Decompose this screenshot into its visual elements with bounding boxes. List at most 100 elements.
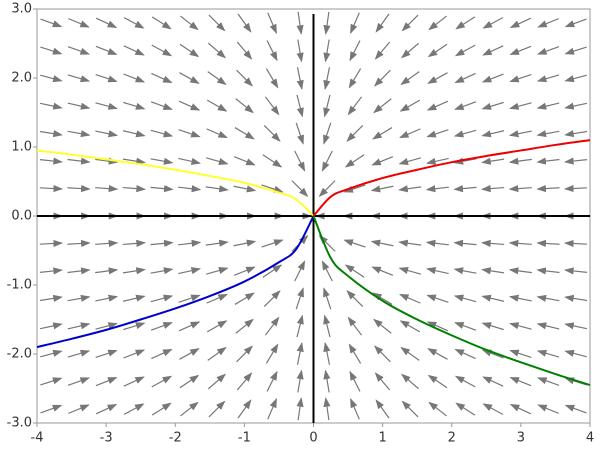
field-arrow	[371, 156, 394, 166]
field-arrow	[453, 129, 477, 138]
field-arrow	[343, 239, 366, 248]
field-arrow	[151, 375, 173, 388]
field-arrow	[454, 348, 476, 360]
field-arrow	[482, 17, 504, 29]
field-arrow	[295, 287, 304, 310]
field-arrow	[508, 157, 532, 165]
field-arrow	[206, 99, 228, 112]
field-arrow	[178, 294, 201, 303]
field-arrow	[294, 260, 306, 282]
trajectory	[312, 139, 591, 217]
field-arrow	[564, 74, 587, 83]
field-arrow	[453, 294, 477, 303]
field-arrow	[482, 376, 504, 387]
field-arrow	[39, 102, 63, 110]
field-arrow	[123, 73, 146, 83]
field-arrow	[426, 157, 449, 165]
field-arrow	[481, 322, 504, 331]
field-arrow	[39, 157, 63, 165]
field-arrow	[509, 45, 532, 56]
field-arrow	[39, 267, 63, 275]
field-arrow	[67, 322, 91, 330]
field-arrow	[374, 41, 391, 60]
field-arrow	[235, 318, 254, 334]
field-arrow	[123, 45, 145, 56]
field-arrow	[344, 264, 365, 278]
field-arrow	[150, 157, 174, 165]
field-arrow	[234, 292, 255, 305]
field-arrow	[348, 343, 362, 364]
field-arrow	[564, 157, 588, 165]
field-arrow	[537, 404, 559, 414]
field-arrow	[180, 15, 199, 31]
field-arrow	[401, 373, 420, 390]
field-arrow	[291, 180, 309, 198]
field-arrow	[233, 156, 256, 166]
field-arrow	[399, 320, 421, 333]
field-arrow	[235, 98, 254, 114]
field-arrow	[564, 349, 587, 358]
field-arrow	[233, 239, 257, 247]
field-arrow	[150, 185, 174, 193]
field-arrow	[40, 46, 63, 55]
field-arrow	[123, 101, 146, 110]
field-arrow	[427, 348, 448, 360]
field-arrow	[151, 348, 173, 360]
field-arrow	[323, 342, 331, 365]
field-arrow	[150, 267, 174, 275]
field-arrow	[482, 45, 504, 56]
field-arrow	[236, 69, 254, 87]
field-arrow	[426, 294, 449, 303]
field-arrow	[401, 14, 419, 32]
field-arrow	[373, 98, 392, 114]
field-arrow	[178, 321, 201, 332]
field-arrow	[295, 122, 304, 145]
field-arrow	[67, 267, 91, 275]
field-arrow	[508, 239, 532, 248]
field-arrow	[40, 349, 63, 358]
field-arrow	[564, 18, 587, 28]
field-arrow	[123, 17, 145, 29]
field-arrow	[348, 68, 362, 89]
field-arrow	[398, 185, 422, 193]
field-arrow	[95, 102, 118, 110]
field-arrow	[350, 12, 360, 35]
field-arrow	[296, 67, 304, 90]
y-tick-label: 2.0	[11, 71, 32, 86]
field-arrow	[261, 184, 284, 193]
field-arrow	[67, 239, 91, 248]
field-arrow	[150, 239, 174, 247]
field-arrow	[426, 321, 449, 332]
field-arrow	[536, 294, 560, 302]
field-arrow	[372, 127, 393, 140]
field-arrow	[261, 239, 284, 248]
field-arrow	[68, 18, 90, 28]
field-arrow	[123, 376, 145, 387]
field-arrow	[67, 102, 91, 110]
field-arrow	[263, 125, 281, 142]
field-arrow	[536, 157, 560, 165]
field-arrow	[537, 377, 560, 386]
direction-field	[39, 11, 588, 421]
field-arrow	[95, 17, 118, 28]
field-arrow	[482, 403, 504, 415]
field-arrow	[481, 185, 505, 193]
field-arrow	[67, 46, 90, 55]
field-arrow	[536, 239, 560, 248]
field-arrow	[95, 45, 118, 56]
field-arrow	[454, 375, 476, 388]
field-arrow	[453, 157, 477, 165]
field-arrow	[179, 348, 200, 360]
field-arrow	[318, 180, 336, 198]
field-arrow	[122, 157, 146, 165]
field-arrow	[123, 349, 146, 359]
field-arrow	[264, 96, 280, 116]
x-tick-label: -2	[169, 431, 182, 446]
field-arrow	[178, 239, 202, 247]
y-tick-label: -1.0	[7, 278, 32, 293]
field-arrow	[323, 39, 331, 63]
field-arrow	[323, 397, 331, 421]
field-arrow	[399, 128, 421, 139]
field-arrow	[233, 266, 256, 276]
